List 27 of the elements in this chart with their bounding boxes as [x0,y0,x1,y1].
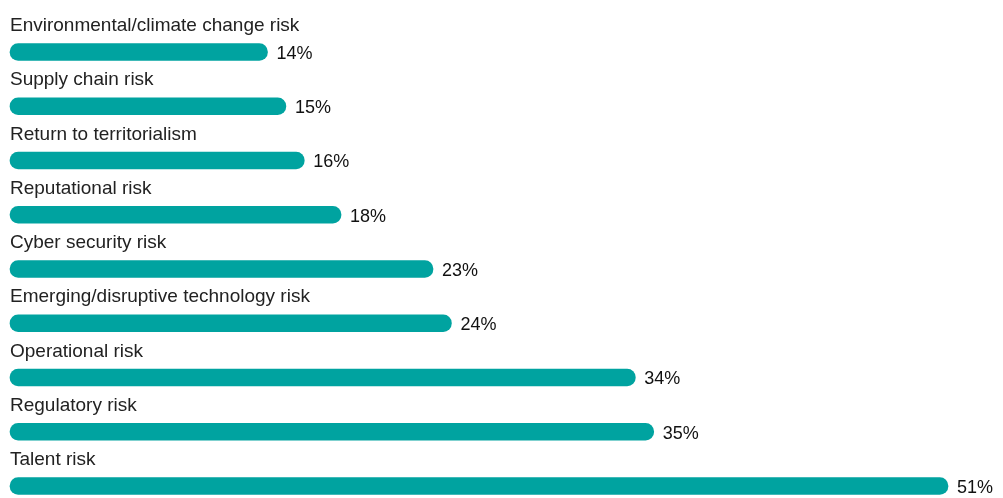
bar [9,97,287,116]
bar [9,151,305,170]
y-tick-label: Return to territorialism [10,122,197,144]
y-tick-label: Cyber security risk [10,231,167,252]
data-label: 15% [294,97,331,118]
y-tick-label: Emerging/disruptive technology risk [10,285,311,307]
data-label: 51% [957,476,994,497]
bar [9,477,949,495]
bar [9,368,636,387]
data-label: 24% [460,314,497,335]
data-label: 16% [313,151,350,172]
bar [9,314,452,333]
bar [9,422,655,441]
y-tick-label: Supply chain risk [10,68,155,90]
bar [9,205,342,224]
y-tick-label: Operational risk [10,339,144,361]
data-label: 35% [662,422,699,443]
data-label: 34% [644,368,681,389]
data-label: 14% [276,42,313,63]
y-tick-label: Environmental/climate change risk [10,14,300,35]
data-label: 18% [350,205,387,226]
data-label: 23% [442,259,479,280]
bar [9,260,434,278]
y-tick-label: Regulatory risk [10,393,138,415]
bar [9,43,268,61]
y-tick-label: Talent risk [10,448,97,469]
y-tick-label: Reputational risk [10,176,153,198]
